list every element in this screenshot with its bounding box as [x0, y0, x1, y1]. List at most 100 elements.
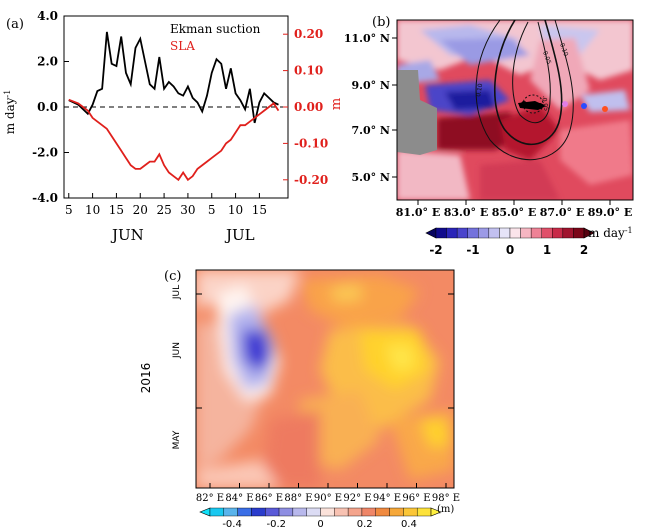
colorbar-tick-label: 0: [317, 519, 323, 529]
colorbar-swatch: [361, 507, 376, 517]
month-label-jul: JUL: [224, 226, 255, 244]
panel-c-x-ticks: 82° E 84° E 86° E 88° E 90° E 92° E 94° E 96° E…: [196, 483, 460, 504]
y-left-tick-label: -4.0: [32, 191, 58, 205]
panel-c-frame: [195, 269, 455, 489]
x-tick-label: 81.0° E: [396, 206, 441, 219]
panel-b-y-ticks: 11.0° N 9.0° N 7.0° N 5.0° N: [344, 32, 397, 184]
y-left-tick-label: 4.0: [37, 9, 58, 23]
y-left-tick-label: 0.0: [37, 100, 58, 114]
colorbar-swatch: [403, 507, 418, 517]
x-tick-label: 15: [252, 203, 267, 217]
colorbar-swatch: [306, 507, 321, 517]
panel-b-x-ticks: 81.0° E 83.0° E 85.0° E 87.0° E 89.0° E: [396, 200, 633, 219]
colorbar-swatch: [292, 507, 307, 517]
y-tick-label: JUL: [172, 285, 182, 300]
colorbar-swatch: [435, 227, 447, 239]
x-tick-label: 15: [109, 203, 124, 217]
station-marker-magenta: [562, 101, 568, 107]
x-tick-label: 5: [65, 203, 73, 217]
land-mask: [397, 70, 437, 155]
panel-b-label: (b): [372, 15, 390, 30]
x-tick-label: 85.0° E: [492, 206, 537, 219]
colorbar-tick-label: -2: [429, 243, 442, 257]
x-tick-label: 30: [180, 203, 195, 217]
x-tick-label: 10: [85, 203, 100, 217]
colorbar-swatch: [237, 507, 252, 517]
colorbar-swatch: [209, 507, 225, 517]
colorbar-tick-label: 2: [580, 243, 588, 257]
panel-a-label: (a): [6, 17, 24, 32]
colorbar-max-arrow: [430, 507, 442, 517]
colorbar-max-arrow: [583, 227, 595, 239]
x-tick-label: 5: [208, 203, 216, 217]
panel-c-colorbar: -0.4 -0.2 0 0.2 0.4: [199, 507, 442, 529]
panel-c-y-label: 2016: [139, 363, 153, 394]
y-tick-label: 5.0° N: [351, 171, 390, 184]
y-tick-label: 7.0° N: [351, 124, 390, 137]
panel-c-colorbar-unit: (m): [437, 504, 454, 515]
colorbar-swatch: [446, 227, 458, 239]
colorbar-swatch: [520, 227, 532, 239]
y-right-tick-label: 0.00: [294, 100, 323, 114]
y-right-tick-label: -0.20: [294, 173, 328, 187]
colorbar-swatch: [375, 507, 390, 517]
x-tick-label: 89.0° E: [588, 206, 633, 219]
contour-label-1: 0.10: [475, 83, 484, 98]
panel-b-colorbar: -2 -1 0 1 2: [425, 227, 595, 257]
panel-b-colorbar-unit: m day-1: [588, 226, 633, 240]
colorbar-swatch: [509, 227, 521, 239]
x-tick-label: 94° E: [373, 493, 401, 504]
series-ekman-line: [68, 31, 279, 124]
contour-label-3: 0.10: [558, 42, 569, 57]
legend-ekman: Ekman suction: [170, 22, 261, 36]
station-marker-red: [602, 106, 608, 112]
panel-b: (b): [344, 15, 634, 257]
x-tick-label: 96° E: [402, 493, 430, 504]
colorbar-tick-label: 0.2: [357, 519, 373, 529]
colorbar-tick-label: -1: [466, 243, 479, 257]
colorbar-swatch: [334, 507, 349, 517]
colorbar-swatch: [265, 507, 280, 517]
colorbar-swatch: [562, 227, 574, 239]
x-tick-label: 88° E: [284, 493, 312, 504]
panel-a-y-left-ticks: 4.0 2.0 0.0 -2.0 -4.0: [32, 9, 69, 205]
colorbar-tick-label: -0.2: [267, 519, 287, 529]
colorbar-min-arrow: [199, 507, 211, 517]
panel-c-label: (c): [164, 269, 181, 284]
y-tick-label: MAY: [172, 430, 182, 449]
series-sla-line: [68, 98, 280, 182]
panel-b-frame: [396, 19, 634, 201]
panel-a-y-right-label: m: [329, 98, 344, 110]
y-tick-label: 11.0° N: [344, 32, 390, 45]
colorbar-swatch: [573, 227, 585, 239]
x-tick-label: 10: [228, 203, 243, 217]
colorbar-swatch: [478, 227, 490, 239]
y-right-tick-label: -0.10: [294, 136, 328, 150]
panel-a-x-ticks: 5 10 15 20 25 30 5 10 15: [65, 193, 267, 217]
x-tick-label: 98° E: [432, 493, 460, 504]
colorbar-swatch: [223, 507, 238, 517]
colorbar-swatch: [416, 507, 432, 517]
x-tick-label: 83.0° E: [444, 206, 489, 219]
x-tick-label: 82° E: [196, 493, 224, 504]
panel-c-y-ticks: JUL JUN MAY: [172, 285, 182, 450]
panel-a-y-left-label: m day-1: [3, 90, 17, 135]
colorbar-swatch: [552, 227, 564, 239]
contour-label-2: 0.05: [541, 50, 552, 65]
panel-a: (a) 5 10 15 20 25 30 5 10 15 4.0 2.0 0.0 -2.0 -4.0 0…: [3, 9, 344, 244]
colorbar-swatch: [251, 507, 266, 517]
colorbar-min-arrow: [425, 227, 437, 239]
colorbar-swatch: [456, 227, 468, 239]
x-tick-label: 20: [133, 203, 148, 217]
colorbar-tick-label: 1: [543, 243, 551, 257]
x-tick-label: 92° E: [343, 493, 371, 504]
legend-sla: SLA: [170, 39, 195, 53]
colorbar-swatch: [389, 507, 404, 517]
contour-label-4: -0.05: [540, 95, 550, 112]
colorbar-swatch: [499, 227, 511, 239]
y-right-tick-label: 0.10: [294, 64, 323, 78]
y-left-tick-label: 2.0: [37, 55, 58, 69]
colorbar-swatch: [278, 507, 294, 517]
colorbar-swatch: [530, 227, 542, 239]
panel-a-y-right-ticks: 0.20 0.10 0.00 -0.10 -0.20: [283, 27, 328, 187]
